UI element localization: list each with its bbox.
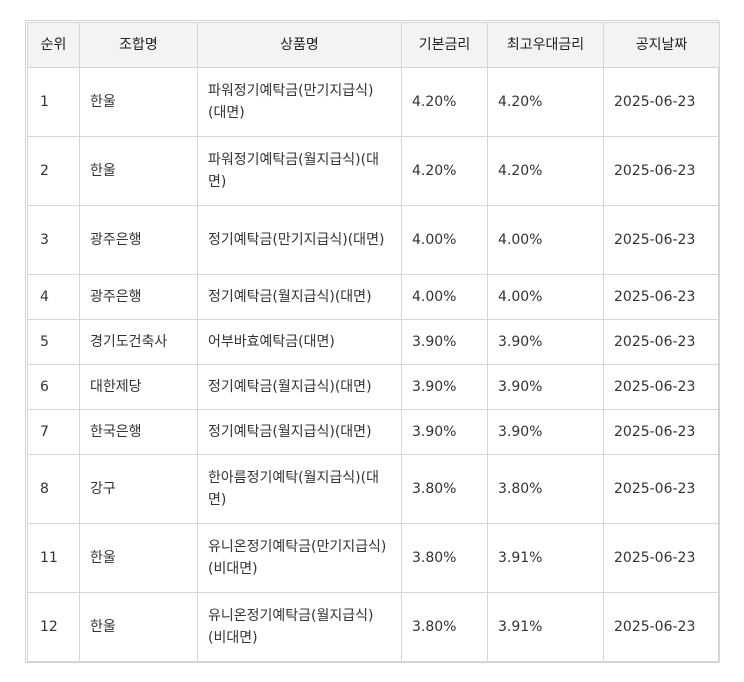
cell-max-rate: 4.20% bbox=[487, 67, 604, 137]
cell-union: 강구 bbox=[79, 454, 198, 524]
table-row: 6 대한제당 정기예탁금(월지급식)(대면) 3.90% 3.90% 2025-… bbox=[27, 364, 720, 410]
cell-rank: 12 bbox=[27, 592, 80, 662]
cell-base-rate: 3.80% bbox=[401, 523, 488, 593]
cell-base-rate: 4.00% bbox=[401, 205, 488, 275]
cell-max-rate: 3.90% bbox=[487, 409, 604, 455]
cell-rank: 4 bbox=[27, 274, 80, 320]
cell-rank: 7 bbox=[27, 409, 80, 455]
table-row: 12 한울 유니온정기예탁금(월지급식)(비대면) 3.80% 3.91% 20… bbox=[27, 592, 720, 662]
header-max-rate: 최고우대금리 bbox=[487, 22, 604, 68]
cell-max-rate: 4.20% bbox=[487, 136, 604, 206]
table-row: 7 한국은행 정기예탁금(월지급식)(대면) 3.90% 3.90% 2025-… bbox=[27, 409, 720, 455]
cell-date: 2025-06-23 bbox=[603, 523, 720, 593]
header-base-rate: 기본금리 bbox=[401, 22, 488, 68]
cell-date: 2025-06-23 bbox=[603, 274, 720, 320]
cell-date: 2025-06-23 bbox=[603, 364, 720, 410]
cell-rank: 6 bbox=[27, 364, 80, 410]
table-row: 2 한울 파워정기예탁금(월지급식)(대면) 4.20% 4.20% 2025-… bbox=[27, 136, 720, 206]
cell-product: 정기예탁금(월지급식)(대면) bbox=[197, 409, 402, 455]
cell-date: 2025-06-23 bbox=[603, 409, 720, 455]
cell-product: 한아름정기예탁(월지급식)(대면) bbox=[197, 454, 402, 524]
cell-product: 유니온정기예탁금(만기지급식)(비대면) bbox=[197, 523, 402, 593]
cell-product: 어부바효예탁금(대면) bbox=[197, 319, 402, 365]
cell-rank: 1 bbox=[27, 67, 80, 137]
cell-base-rate: 3.90% bbox=[401, 409, 488, 455]
cell-date: 2025-06-23 bbox=[603, 205, 720, 275]
cell-product: 유니온정기예탁금(월지급식)(비대면) bbox=[197, 592, 402, 662]
cell-base-rate: 3.80% bbox=[401, 454, 488, 524]
cell-union: 한울 bbox=[79, 523, 198, 593]
header-date: 공지날짜 bbox=[603, 22, 720, 68]
cell-base-rate: 4.20% bbox=[401, 136, 488, 206]
table-header-row: 순위 조합명 상품명 기본금리 최고우대금리 공지날짜 bbox=[27, 22, 720, 68]
cell-date: 2025-06-23 bbox=[603, 319, 720, 365]
table-row: 4 광주은행 정기예탁금(월지급식)(대면) 4.00% 4.00% 2025-… bbox=[27, 274, 720, 320]
cell-date: 2025-06-23 bbox=[603, 67, 720, 137]
cell-union: 한울 bbox=[79, 136, 198, 206]
cell-union: 한울 bbox=[79, 592, 198, 662]
header-product: 상품명 bbox=[197, 22, 402, 68]
table-row: 11 한울 유니온정기예탁금(만기지급식)(비대면) 3.80% 3.91% 2… bbox=[27, 523, 720, 593]
rate-table-container: 순위 조합명 상품명 기본금리 최고우대금리 공지날짜 1 한울 파워정기예탁금… bbox=[25, 20, 720, 663]
header-union: 조합명 bbox=[79, 22, 198, 68]
cell-product: 파워정기예탁금(만기지급식)(대면) bbox=[197, 67, 402, 137]
cell-product: 정기예탁금(만기지급식)(대면) bbox=[197, 205, 402, 275]
cell-union: 경기도건축사 bbox=[79, 319, 198, 365]
cell-base-rate: 3.80% bbox=[401, 592, 488, 662]
cell-max-rate: 3.80% bbox=[487, 454, 604, 524]
cell-rank: 2 bbox=[27, 136, 80, 206]
cell-union: 광주은행 bbox=[79, 274, 198, 320]
header-rank: 순위 bbox=[27, 22, 80, 68]
cell-product: 파워정기예탁금(월지급식)(대면) bbox=[197, 136, 402, 206]
cell-product: 정기예탁금(월지급식)(대면) bbox=[197, 364, 402, 410]
cell-base-rate: 3.90% bbox=[401, 319, 488, 365]
cell-base-rate: 4.20% bbox=[401, 67, 488, 137]
cell-max-rate: 3.90% bbox=[487, 319, 604, 365]
cell-date: 2025-06-23 bbox=[603, 592, 720, 662]
table-row: 3 광주은행 정기예탁금(만기지급식)(대면) 4.00% 4.00% 2025… bbox=[27, 205, 720, 275]
cell-union: 대한제당 bbox=[79, 364, 198, 410]
cell-rank: 8 bbox=[27, 454, 80, 524]
cell-date: 2025-06-23 bbox=[603, 136, 720, 206]
cell-rank: 3 bbox=[27, 205, 80, 275]
cell-max-rate: 4.00% bbox=[487, 205, 604, 275]
cell-max-rate: 4.00% bbox=[487, 274, 604, 320]
table-row: 1 한울 파워정기예탁금(만기지급식)(대면) 4.20% 4.20% 2025… bbox=[27, 67, 720, 137]
cell-union: 한울 bbox=[79, 67, 198, 137]
cell-base-rate: 3.90% bbox=[401, 364, 488, 410]
cell-max-rate: 3.91% bbox=[487, 523, 604, 593]
cell-union: 한국은행 bbox=[79, 409, 198, 455]
cell-base-rate: 4.00% bbox=[401, 274, 488, 320]
table-row: 5 경기도건축사 어부바효예탁금(대면) 3.90% 3.90% 2025-06… bbox=[27, 319, 720, 365]
table-row: 8 강구 한아름정기예탁(월지급식)(대면) 3.80% 3.80% 2025-… bbox=[27, 454, 720, 524]
cell-product: 정기예탁금(월지급식)(대면) bbox=[197, 274, 402, 320]
cell-union: 광주은행 bbox=[79, 205, 198, 275]
cell-max-rate: 3.91% bbox=[487, 592, 604, 662]
cell-rank: 11 bbox=[27, 523, 80, 593]
cell-rank: 5 bbox=[27, 319, 80, 365]
cell-max-rate: 3.90% bbox=[487, 364, 604, 410]
rate-table: 순위 조합명 상품명 기본금리 최고우대금리 공지날짜 1 한울 파워정기예탁금… bbox=[27, 22, 720, 662]
cell-date: 2025-06-23 bbox=[603, 454, 720, 524]
